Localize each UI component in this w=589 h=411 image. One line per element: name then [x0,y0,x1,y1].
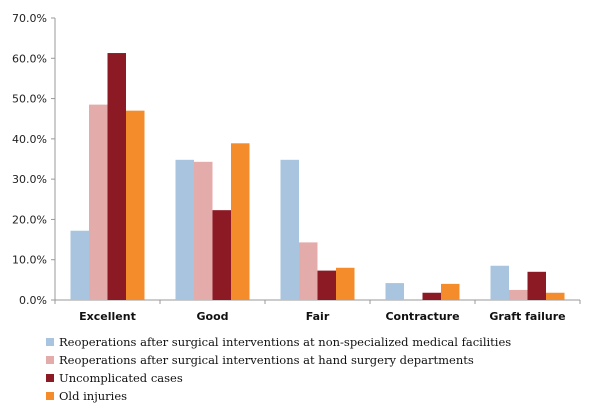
category-label: Excellent [79,310,136,323]
x-axis-ticks [54,300,581,304]
bar-good-series-1 [175,159,194,300]
bar-good-series-3 [212,210,231,300]
y-tick-label: 0.0% [19,294,47,307]
category-label: Graft failure [489,310,565,323]
bar-fair-series-4 [336,267,355,300]
bar-fair-series-3 [317,270,336,300]
legend-label: Reoperations after surgical intervention… [59,335,512,349]
y-axis-ticks: 0.0% 10.0% 20.0% 30.0% 40.0% 50.0% 60.0% 70.0% [12,12,55,307]
y-tick-label: 50.0% [12,93,47,106]
legend-item: Uncomplicated cases [46,369,576,387]
y-tick-label: 20.0% [12,213,47,226]
bar-good-series-2 [194,161,213,300]
category-label: Fair [306,310,330,323]
legend-swatch [46,392,54,400]
bar-excellent-series-3 [107,53,126,301]
legend-item: Old injuries [46,387,576,405]
legend-label: Uncomplicated cases [59,371,183,385]
y-tick-label: 10.0% [12,254,47,267]
bar-excellent-series-1 [70,230,89,300]
y-tick-label: 40.0% [12,133,47,146]
bar-contracture-series-1 [385,283,404,300]
legend-item: Reoperations after surgical intervention… [46,333,576,351]
bars-group [70,53,565,301]
bar-graft-failure-series-1 [490,265,509,300]
legend-label: Reoperations after surgical intervention… [59,353,474,367]
legend-swatch [46,374,54,382]
y-tick-label: 70.0% [12,12,47,25]
legend: Reoperations after surgical intervention… [46,333,576,405]
bar-fair-series-2 [299,242,318,300]
bar-graft-failure-series-4 [546,292,565,300]
category-labels: Excellent Good Fair Contracture Graft failur… [79,310,565,323]
legend-label: Old injuries [59,389,128,403]
bar-graft-failure-series-3 [527,271,546,300]
category-label: Good [196,310,228,323]
legend-item: Reoperations after surgical intervention… [46,351,576,369]
category-label: Contracture [385,310,459,323]
y-tick-label: 60.0% [12,52,47,65]
bar-excellent-series-2 [89,104,108,300]
bar-contracture-series-3 [422,292,441,300]
legend-swatch [46,356,54,364]
legend-swatch [46,338,54,346]
bar-good-series-4 [231,143,250,300]
y-tick-label: 30.0% [12,173,47,186]
bar-excellent-series-4 [126,110,145,301]
bar-fair-series-1 [280,159,299,300]
bar-graft-failure-series-2 [509,289,528,300]
bar-contracture-series-4 [441,283,460,300]
